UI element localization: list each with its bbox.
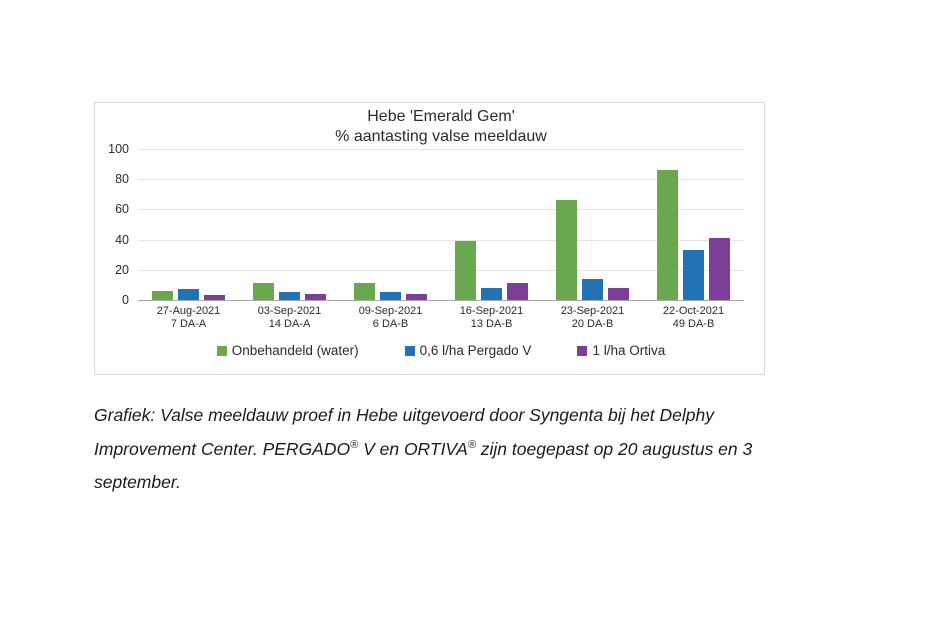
- y-tick-80: 80: [115, 172, 129, 187]
- y-tick-40: 40: [115, 232, 129, 247]
- bar-group-1: [138, 149, 239, 300]
- bar-group-5: [542, 149, 643, 300]
- legend-label: Onbehandeld (water): [231, 343, 359, 358]
- x-tick-line: 23-Sep-2021: [560, 305, 625, 317]
- bar-1-l-ha-ortiva-1: [204, 295, 225, 300]
- chart-legend: Onbehandeld (water) 0,6 l/ha Pergado V 1 l…: [138, 343, 744, 358]
- bar-0-6-l-ha-pergado-v-2: [279, 292, 300, 300]
- bar-groups: [138, 149, 744, 300]
- caption-text: Grafiek: Valse meeldauw proef in Hebe ui…: [94, 405, 714, 425]
- caption-line-2: Improvement Center. PERGADO® V en ORTIVA…: [94, 433, 754, 467]
- bar-group-4: [441, 149, 542, 300]
- bar-onbehandeld-water--4: [455, 241, 476, 300]
- gridline-80: [138, 179, 744, 181]
- y-tick-60: 60: [115, 202, 129, 217]
- legend-swatch-icon: [577, 345, 588, 356]
- figure-caption: Grafiek: Valse meeldauw proef in Hebe ui…: [94, 399, 754, 500]
- legend-item-1-l-ha-ortiva: 1 l/ha Ortiva: [577, 343, 665, 358]
- gridline-100: [138, 149, 744, 150]
- x-tick-5: 23-Sep-2021 20 DA-B: [542, 305, 643, 331]
- bar-onbehandeld-water--1: [152, 290, 173, 300]
- bar-group-6: [643, 149, 744, 300]
- legend-swatch-icon: [216, 345, 227, 356]
- caption-line-1: Grafiek: Valse meeldauw proef in Hebe ui…: [94, 399, 754, 433]
- chart-title-line1: Hebe 'Emerald Gem': [367, 108, 515, 125]
- x-tick-4: 16-Sep-2021 13 DA-B: [441, 305, 542, 331]
- x-tick-line: 03-Sep-2021: [257, 305, 322, 317]
- x-tick-line: 09-Sep-2021: [358, 305, 423, 317]
- chart-title-line2: % aantasting valse meeldauw: [335, 127, 547, 145]
- y-tick-20: 20: [115, 262, 129, 277]
- chart-title: Hebe 'Emerald Gem' % aantasting valse me…: [138, 107, 744, 146]
- bar-0-6-l-ha-pergado-v-4: [481, 287, 502, 300]
- registered-trademark-sign: ®: [467, 438, 476, 451]
- y-tick-0: 0: [122, 293, 129, 307]
- bar-onbehandeld-water--5: [556, 200, 577, 300]
- bar-0-6-l-ha-pergado-v-6: [683, 250, 704, 300]
- gridline-20: [138, 269, 744, 271]
- bar-onbehandeld-water--3: [354, 283, 375, 300]
- legend-label: 1 l/ha Ortiva: [592, 343, 666, 358]
- bar-0-6-l-ha-pergado-v-3: [380, 292, 401, 300]
- x-tick-3: 09-Sep-2021 6 DA-B: [340, 305, 441, 331]
- y-axis-labels: 0 20 40 60 80 100: [95, 142, 138, 307]
- x-axis-labels: 27-Aug-2021 7 DA-A 03-Sep-2021 14 DA-A 09-Se…: [138, 305, 744, 331]
- bar-0-6-l-ha-pergado-v-1: [178, 289, 199, 300]
- bar-onbehandeld-water--6: [657, 170, 678, 300]
- gridline-40: [138, 239, 744, 241]
- x-tick-line: 13 DA-B: [470, 318, 513, 330]
- x-tick-line: 49 DA-B: [672, 318, 715, 330]
- legend-label: 0,6 l/ha Pergado V: [419, 343, 532, 358]
- bar-group-3: [340, 149, 441, 300]
- caption-text: zijn toegepast op 20 augustus en 3: [475, 438, 753, 459]
- registered-trademark-sign: ®: [350, 438, 359, 451]
- plot-area: [138, 149, 744, 301]
- caption-line-3: september.: [94, 466, 754, 500]
- y-tick-100: 100: [108, 142, 129, 156]
- x-tick-line: 27-Aug-2021: [156, 305, 221, 317]
- bar-chart: Hebe 'Emerald Gem' % aantasting valse me…: [94, 102, 765, 375]
- legend-item-onbehandeld-water-: Onbehandeld (water): [216, 343, 359, 358]
- x-axis-line: [138, 300, 744, 301]
- x-tick-line: 7 DA-A: [170, 318, 207, 330]
- legend-item-0-6-l-ha-pergado-v: 0,6 l/ha Pergado V: [404, 343, 532, 358]
- x-tick-1: 27-Aug-2021 7 DA-A: [138, 305, 239, 331]
- caption-text: V en ORTIVA: [358, 438, 468, 459]
- bar-1-l-ha-ortiva-4: [507, 283, 528, 300]
- bar-1-l-ha-ortiva-5: [608, 287, 629, 300]
- bar-1-l-ha-ortiva-3: [406, 293, 427, 300]
- x-tick-6: 22-Oct-2021 49 DA-B: [643, 305, 744, 331]
- x-tick-line: 14 DA-A: [268, 318, 311, 330]
- caption-text: Improvement Center. PERGADO: [94, 438, 351, 459]
- bar-0-6-l-ha-pergado-v-5: [582, 278, 603, 300]
- x-tick-2: 03-Sep-2021 14 DA-A: [239, 305, 340, 331]
- bar-1-l-ha-ortiva-2: [305, 293, 326, 300]
- caption-text: september.: [94, 472, 181, 492]
- legend-swatch-icon: [404, 345, 415, 356]
- bar-1-l-ha-ortiva-6: [709, 238, 730, 300]
- bar-onbehandeld-water--2: [253, 283, 274, 300]
- x-tick-line: 22-Oct-2021: [662, 305, 725, 317]
- x-tick-line: 16-Sep-2021: [459, 305, 524, 317]
- x-tick-line: 6 DA-B: [372, 318, 409, 330]
- x-tick-line: 20 DA-B: [571, 318, 614, 330]
- gridline-60: [138, 209, 744, 211]
- bar-group-2: [239, 149, 340, 300]
